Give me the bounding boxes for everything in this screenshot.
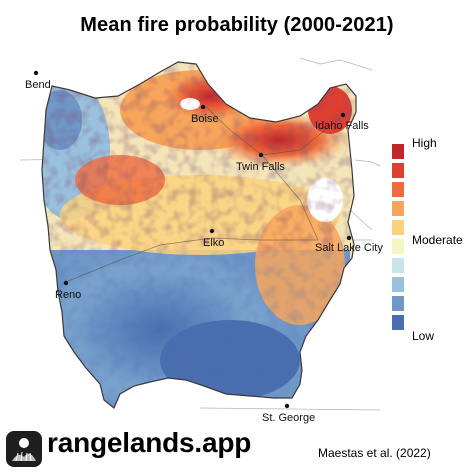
- legend-swatch: [392, 315, 404, 330]
- citation: Maestas et al. (2022): [318, 446, 431, 460]
- city-dot-twin-falls: [258, 152, 264, 158]
- city-dot-reno: [63, 280, 69, 286]
- region-outline: [41, 61, 357, 409]
- legend-high-label: High: [412, 136, 437, 150]
- city-dot-bend: [33, 70, 39, 76]
- map-title: Mean fire probability (2000-2021): [80, 14, 394, 36]
- legend-swatch: [392, 144, 404, 159]
- city-label-elko: Elko: [203, 237, 224, 249]
- legend-swatch: [392, 239, 404, 254]
- legend-swatch: [392, 258, 404, 273]
- legend-swatch: [392, 163, 404, 178]
- legend-moderate-label: Moderate: [412, 233, 463, 247]
- city-label-salt-lake-city: Salt Lake City: [315, 242, 383, 254]
- legend-swatch: [392, 201, 404, 216]
- legend-swatch: [392, 220, 404, 235]
- probability-raster: [42, 62, 356, 408]
- legend-low-label: Low: [412, 329, 435, 343]
- city-label-twin-falls: Twin Falls: [236, 161, 285, 173]
- city-dot-boise: [200, 104, 206, 110]
- legend-swatch: [392, 182, 404, 197]
- city-dot-salt-lake-city: [346, 235, 352, 241]
- city-label-bend: Bend: [25, 79, 51, 91]
- city-dot-elko: [209, 228, 215, 234]
- city-label-reno: Reno: [55, 289, 81, 301]
- legend-swatch: [392, 296, 404, 311]
- city-label-idaho-falls: Idaho Falls: [315, 120, 369, 132]
- brand-name: rangelands.app: [47, 427, 252, 458]
- city-dot-st-george: [284, 403, 290, 409]
- rangelands-logo-icon: [6, 431, 42, 467]
- city-dot-idaho-falls: [340, 112, 346, 118]
- city-markers: Bend Boise Idaho Falls Twin Falls Elko S…: [25, 70, 383, 424]
- city-label-st-george: St. George: [262, 412, 315, 424]
- city-label-boise: Boise: [191, 113, 219, 125]
- legend-swatch: [392, 277, 404, 292]
